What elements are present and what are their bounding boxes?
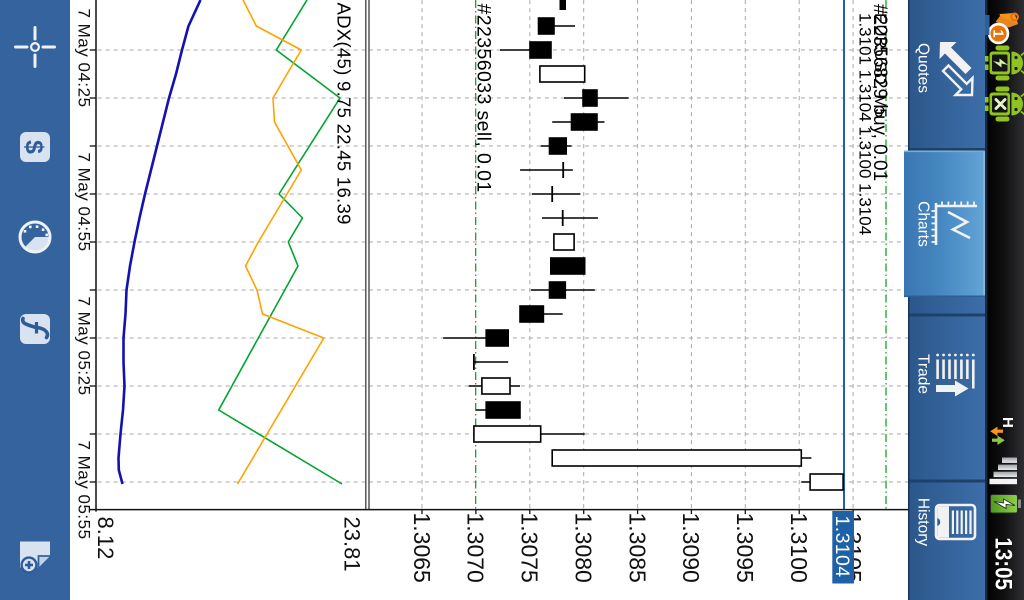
svg-text:7 May 04:25: 7 May 04:25 — [75, 8, 94, 107]
svg-text:7 May 04:55: 7 May 04:55 — [75, 152, 94, 251]
svg-text:7 May 05:55: 7 May 05:55 — [75, 440, 94, 539]
svg-text:8.12: 8.12 — [93, 517, 118, 560]
svg-text:Quotes: Quotes — [915, 43, 932, 93]
svg-text:#22356829 buy, 0.01: #22356829 buy, 0.01 — [869, 4, 890, 181]
svg-text:1.3065: 1.3065 — [409, 513, 435, 583]
svg-text:ADX(45) 9.75 22.45 16.39: ADX(45) 9.75 22.45 16.39 — [334, 3, 355, 225]
svg-text:History: History — [915, 498, 932, 546]
svg-text:7 May 05:25: 7 May 05:25 — [75, 296, 94, 395]
svg-text:Charts: Charts — [915, 201, 932, 247]
svg-text:1.3100: 1.3100 — [786, 513, 812, 583]
svg-text:1.3095: 1.3095 — [732, 513, 758, 583]
svg-text:1.3085: 1.3085 — [624, 513, 650, 583]
svg-text:1.3090: 1.3090 — [678, 513, 704, 583]
svg-text:1.3070: 1.3070 — [463, 513, 489, 583]
svg-text:$: $ — [20, 140, 48, 154]
svg-text:23.81: 23.81 — [340, 517, 365, 572]
svg-text:13:05: 13:05 — [990, 537, 1017, 590]
svg-text:H: H — [999, 417, 1016, 428]
svg-text:1.3080: 1.3080 — [571, 513, 597, 583]
svg-text:1.3075: 1.3075 — [517, 513, 543, 583]
svg-text:1: 1 — [989, 29, 1005, 37]
svg-text:1.3104: 1.3104 — [831, 516, 853, 578]
svg-text:1.3101 1.3104 1.3100 1.3104: 1.3101 1.3104 1.3100 1.3104 — [856, 13, 875, 235]
svg-text:EURUSD, M5: EURUSD, M5 — [871, 13, 890, 118]
svg-text:#22356033 sell, 0.01: #22356033 sell, 0.01 — [473, 4, 495, 193]
svg-text:Trade: Trade — [915, 354, 932, 394]
